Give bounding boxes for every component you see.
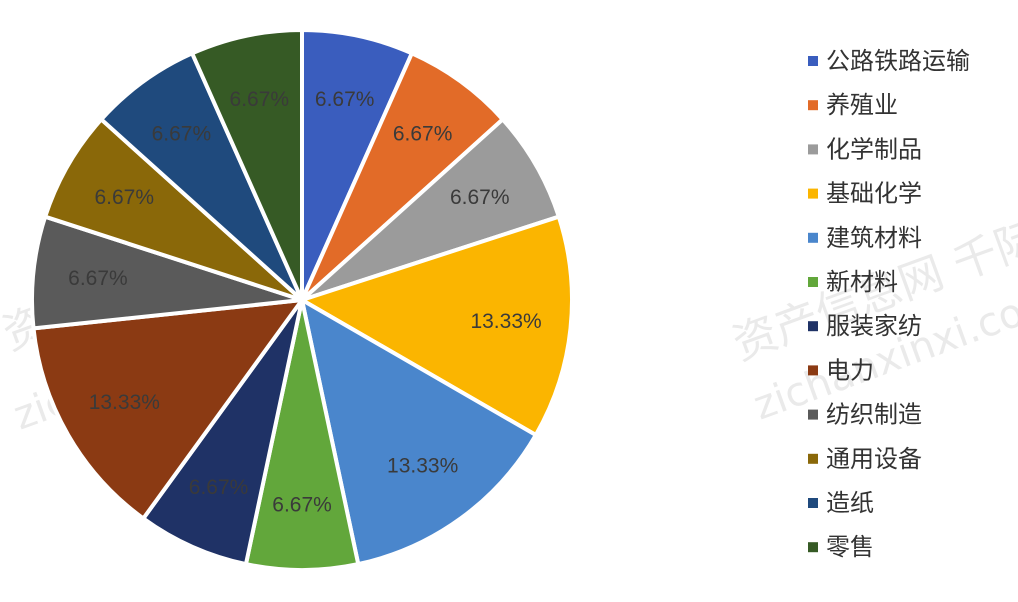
legend-swatch-4: [808, 232, 818, 243]
legend-swatch-8: [808, 409, 818, 420]
legend-swatch-0: [808, 56, 818, 66]
slice-label-5: 6.67%: [272, 494, 332, 517]
legend-swatch-1: [808, 100, 818, 111]
legend-label-4: 建筑材料: [826, 224, 922, 252]
pie-slices: [30, 28, 574, 572]
slice-label-4: 13.33%: [387, 454, 458, 477]
slice-7: [31, 298, 304, 521]
slice-label-10: 6.67%: [152, 123, 212, 146]
legend-swatch-9: [808, 453, 818, 464]
slice-10: [99, 51, 304, 302]
slice-3: [300, 214, 574, 437]
slice-6: [141, 298, 304, 567]
legend-label-1: 养殖业: [826, 91, 898, 119]
legend-swatch-2: [808, 144, 818, 155]
slice-11: [190, 28, 304, 302]
slice-8: [30, 214, 304, 331]
legend-label-11: 零售: [826, 533, 874, 561]
legend: 公路铁路运输养殖业化学制品基础化学建筑材料新材料服装家纺电力纺织制造通用设备造纸…: [808, 47, 970, 561]
slice-labels: 6.67% 6.67% 6.67% 13.33% 13.33% 6.67% 6.67% 13.…: [68, 88, 542, 517]
legend-swatch-3: [808, 188, 818, 199]
slice-4: [300, 298, 538, 567]
slice-1: [300, 51, 505, 302]
slice-0: [300, 28, 414, 302]
slice-5: [243, 298, 361, 572]
legend-swatch-7: [808, 365, 818, 376]
legend-label-6: 服装家纺: [826, 312, 922, 340]
legend-label-0: 公路铁路运输: [826, 47, 970, 75]
slice-label-7: 13.33%: [89, 391, 160, 414]
slice-label-6: 6.67%: [189, 476, 249, 499]
slice-label-1: 6.67%: [393, 123, 453, 146]
legend-swatch-6: [808, 321, 818, 332]
legend-label-3: 基础化学: [826, 180, 922, 208]
slice-label-11: 6.67%: [230, 88, 290, 111]
legend-label-7: 电力: [826, 356, 874, 384]
slice-2: [300, 117, 561, 302]
slice-label-3: 13.33%: [470, 310, 541, 333]
legend-label-8: 纺织制造: [826, 401, 922, 429]
legend-label-2: 化学制品: [826, 135, 922, 163]
legend-swatch-10: [808, 498, 818, 508]
slice-label-0: 6.67%: [315, 88, 375, 111]
slice-label-2: 6.67%: [450, 186, 510, 209]
legend-label-9: 通用设备: [826, 445, 922, 473]
slice-label-9: 6.67%: [94, 186, 154, 209]
slice-9: [43, 117, 304, 302]
legend-swatch-11: [808, 542, 818, 553]
legend-label-5: 新材料: [826, 268, 898, 296]
slice-label-8: 6.67%: [68, 267, 128, 290]
legend-label-10: 造纸: [826, 489, 874, 517]
legend-swatch-5: [808, 277, 818, 287]
